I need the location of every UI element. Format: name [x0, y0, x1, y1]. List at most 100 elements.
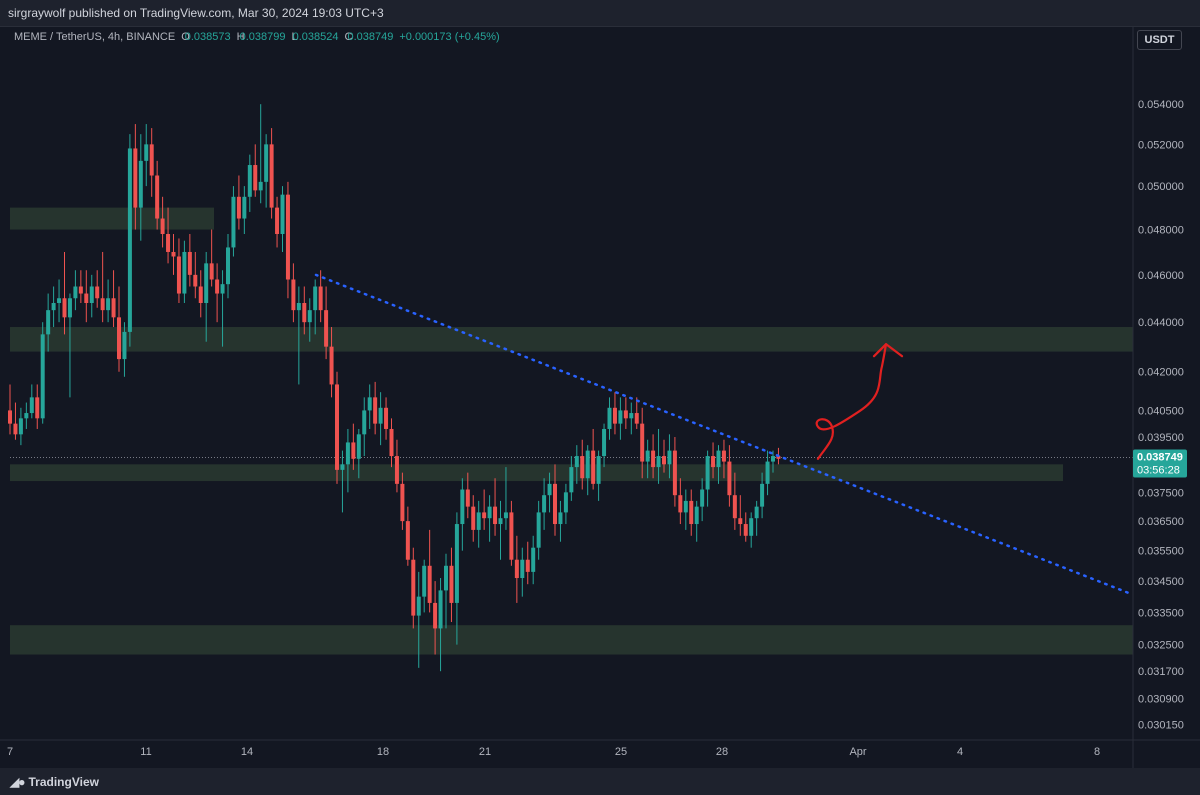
- candle-body: [569, 467, 574, 493]
- time-axis[interactable]: 7 11 14 18 21 25 28 Apr 4 8: [7, 746, 1100, 758]
- candle-body: [705, 456, 710, 490]
- candle-body: [335, 384, 339, 470]
- candle-body: [329, 346, 334, 385]
- zone-3: [10, 464, 1063, 482]
- zone-4: [10, 625, 1133, 655]
- candle-body: [373, 397, 378, 424]
- candle-body: [24, 413, 29, 419]
- currency-button[interactable]: USDT: [1137, 30, 1182, 50]
- candle-body: [176, 256, 181, 294]
- candle-body: [302, 303, 307, 323]
- candle-body: [285, 194, 290, 280]
- candle-body: [127, 148, 132, 332]
- arrow-annotation[interactable]: [815, 343, 904, 460]
- zone-1: [10, 207, 214, 230]
- publisher-text: sirgraywolf published on TradingView.com…: [8, 6, 384, 20]
- candle-body: [106, 298, 111, 311]
- current-price-label: 0.038749: [1137, 451, 1183, 463]
- candle-body: [651, 450, 656, 468]
- time-tick-label: 28: [716, 746, 728, 758]
- candle-body: [209, 263, 214, 280]
- candle-body: [313, 286, 318, 311]
- candle-body: [591, 450, 596, 484]
- candle-body: [138, 160, 143, 208]
- candle-body: [95, 286, 100, 299]
- candle-body: [618, 410, 623, 424]
- candle-body: [356, 434, 361, 459]
- candle-body: [656, 456, 661, 468]
- candle-body: [574, 456, 579, 468]
- candle-body: [482, 512, 487, 519]
- low-value: 0.038524: [292, 31, 339, 43]
- arrow-stroke: [815, 343, 888, 460]
- candle-body: [716, 450, 721, 468]
- candle-body: [318, 286, 323, 311]
- candle-body: [493, 506, 498, 525]
- candle-body: [215, 279, 220, 294]
- change-value: +0.000173 (+0.45%): [399, 31, 500, 43]
- candle-body: [133, 148, 138, 208]
- time-tick-label: 11: [140, 746, 151, 758]
- candle-body: [542, 495, 547, 513]
- candle-body: [89, 286, 94, 304]
- candle-body: [514, 559, 519, 579]
- candle-body: [602, 428, 607, 457]
- symbol-legend: MEME / TetherUS, 4h, BINANCE O0.038573 H…: [14, 31, 500, 43]
- candle-body: [117, 317, 121, 360]
- candle-body: [749, 518, 754, 536]
- candle-body: [558, 512, 563, 525]
- candle-body: [182, 251, 187, 294]
- candle-body: [416, 596, 421, 616]
- price-tick-label: 0.035500: [1138, 546, 1184, 558]
- candle-body: [345, 442, 350, 465]
- candle-body: [503, 512, 508, 519]
- footer-bar: ◢● TradingView: [0, 768, 1200, 795]
- candle-body: [226, 247, 230, 285]
- candle-body: [405, 521, 410, 560]
- candle-body: [623, 410, 628, 419]
- tradingview-logo-icon: ◢●: [10, 774, 26, 789]
- candle-body: [427, 565, 432, 603]
- candle-body: [51, 303, 56, 311]
- candle-body: [754, 506, 759, 519]
- candle-body: [487, 506, 492, 519]
- close-value: 0.038749: [347, 31, 394, 43]
- price-tick-label: 0.036500: [1138, 516, 1184, 528]
- low-label: L: [291, 31, 298, 43]
- candle-body: [231, 196, 236, 248]
- candle-body: [760, 483, 765, 507]
- candle-body: [711, 456, 716, 468]
- price-axis[interactable]: 0.054000 0.052000 0.050000 0.048000 0.046000…: [1138, 99, 1184, 731]
- price-tick-label: 0.039500: [1138, 432, 1184, 444]
- price-tick-label: 0.031700: [1138, 666, 1184, 678]
- candle-body: [449, 565, 454, 603]
- price-tick-label: 0.033500: [1138, 607, 1184, 619]
- candle-body: [411, 559, 416, 616]
- candle-body: [62, 298, 67, 318]
- candle-body: [634, 413, 639, 424]
- candle-body: [596, 456, 601, 484]
- price-tick-label: 0.037500: [1138, 487, 1184, 499]
- candle-body: [275, 207, 280, 235]
- open-value: 0.038573: [184, 31, 231, 43]
- current-price-tag: 0.038749 03:56:28: [1133, 449, 1187, 478]
- candle-body: [236, 196, 241, 219]
- candle-body: [672, 450, 677, 496]
- price-tick-label: 0.042000: [1138, 367, 1184, 379]
- high-value: 0.038799: [239, 31, 286, 43]
- candle-body: [389, 428, 394, 457]
- price-tick-label: 0.046000: [1138, 270, 1184, 282]
- candle-body: [640, 423, 645, 462]
- candle-body: [738, 518, 743, 525]
- candle-body: [296, 303, 301, 311]
- publisher-bar: sirgraywolf published on TradingView.com…: [0, 0, 1200, 26]
- candle-body: [67, 298, 72, 318]
- descending-trendline[interactable]: [314, 273, 1132, 595]
- candle-body: [122, 331, 127, 360]
- time-tick-label: 18: [377, 746, 389, 758]
- candle-body: [73, 286, 78, 299]
- candle-body: [160, 218, 165, 235]
- candle-body: [29, 397, 34, 414]
- arrow-head: [872, 343, 904, 358]
